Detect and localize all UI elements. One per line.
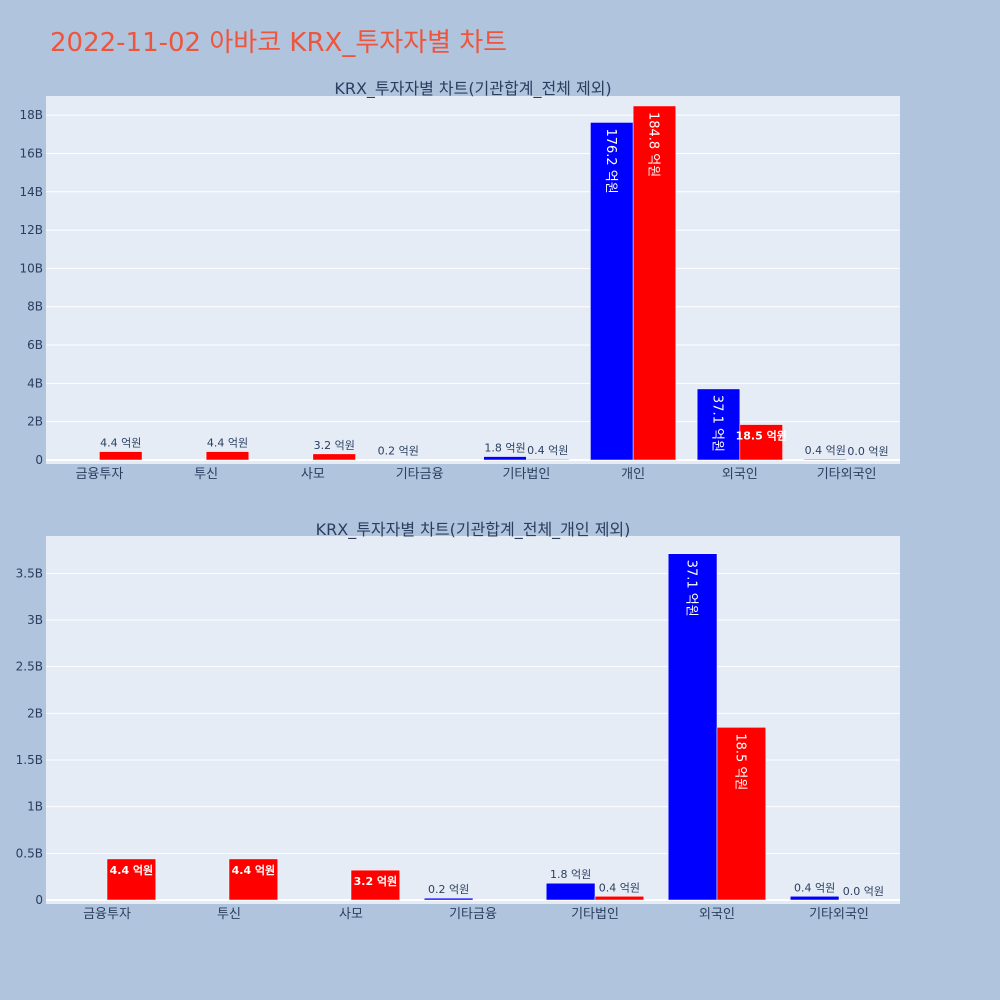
y-tick-label: 6B xyxy=(27,338,43,352)
x-tick-label: 개인 xyxy=(621,467,645,482)
data-label: 3.2 억원 xyxy=(314,439,355,452)
bar xyxy=(350,869,401,901)
bar xyxy=(739,424,783,461)
bar xyxy=(590,122,634,461)
data-label: 4.4 억원 xyxy=(110,863,154,877)
y-tick-label: 4B xyxy=(27,376,43,390)
data-label: 4.4 억원 xyxy=(232,863,276,877)
data-label: 1.8 억원 xyxy=(550,868,591,881)
x-tick-label: 금융투자 xyxy=(75,467,123,482)
y-tick-label: 10B xyxy=(19,261,43,275)
data-label: 0.4 억원 xyxy=(805,444,846,457)
x-tick-label: 기타법인 xyxy=(571,907,619,922)
y-tick-label: 16B xyxy=(19,146,43,160)
x-tick-label: 기타외국인 xyxy=(809,907,869,922)
bar xyxy=(594,896,645,901)
data-label: 18.5 억원 xyxy=(736,429,787,443)
x-tick-label: 외국인 xyxy=(699,907,735,922)
x-tick-label: 기타외국인 xyxy=(817,467,877,482)
data-label: 1.8 억원 xyxy=(484,442,525,455)
bar xyxy=(632,105,677,461)
plot-background xyxy=(46,96,900,464)
data-label: 0.4 억원 xyxy=(527,444,568,457)
data-label: 176.2 억원 xyxy=(603,128,618,193)
data-labels: 4.4 억원 4.4 억원 3.2 억원 0.2 억원 1.8 억원 0.4 억원176.… xyxy=(100,112,888,458)
y-tick-label: 14B xyxy=(19,185,43,199)
x-tick-label: 사모 xyxy=(339,907,363,922)
y-axis-ticks: 0 0.5B 1B 1.5B 2B 2.5B 3B 3.5B xyxy=(16,566,43,907)
y-tick-label: 3B xyxy=(27,613,43,627)
bar xyxy=(205,451,250,461)
y-tick-label: 1.5B xyxy=(16,753,43,767)
data-label: 0.4 억원 xyxy=(599,881,640,894)
bar xyxy=(312,453,356,461)
data-labels: 4.4 억원 4.4 억원 3.2 억원 0.2 억원 1.8 억원 0.4 억원 37.1… xyxy=(110,560,884,898)
data-label: 4.4 억원 xyxy=(207,437,248,450)
x-tick-label: 기타금융 xyxy=(449,907,497,922)
x-tick-label: 금융투자 xyxy=(83,907,131,922)
bars xyxy=(99,105,847,461)
bar xyxy=(789,896,840,901)
x-axis-ticks: 금융투자 투신 사모 기타금융 기타법인 개인 외국인 기타외국인 xyxy=(75,467,876,482)
bar xyxy=(423,897,474,901)
plot-background xyxy=(46,536,900,904)
data-label: 0.2 억원 xyxy=(428,883,469,896)
data-label: 0.0 억원 xyxy=(847,445,888,458)
data-label: 18.5 억원 xyxy=(732,733,747,790)
data-label: 37.1 억원 xyxy=(684,560,699,617)
y-axis-ticks: 0 2B 4B 6B 8B 10B 12B 14B 16B 18B xyxy=(19,108,43,467)
x-axis-ticks: 금융투자 투신 사모 기타금융 기타법인 외국인 기타외국인 xyxy=(83,907,869,922)
y-tick-label: 1B xyxy=(27,800,43,814)
y-tick-label: 0 xyxy=(35,893,43,907)
data-label: 3.2 억원 xyxy=(354,874,398,888)
chart-title: KRX_투자자별 차트(기관합계_전체_개인 제외) xyxy=(316,520,631,540)
x-tick-label: 투신 xyxy=(217,907,241,922)
y-tick-label: 2.5B xyxy=(16,660,43,674)
y-tick-label: 0 xyxy=(35,453,43,467)
chart-title: KRX_투자자별 차트(기관합계_전체 제외) xyxy=(334,79,611,99)
y-tick-label: 12B xyxy=(19,223,43,237)
x-tick-label: 기타법인 xyxy=(502,467,550,482)
bar xyxy=(106,858,157,901)
data-label: 4.4 억원 xyxy=(100,437,141,450)
x-tick-label: 외국인 xyxy=(722,467,758,482)
bar xyxy=(99,451,143,461)
y-tick-label: 0.5B xyxy=(16,846,43,860)
y-tick-label: 2B xyxy=(27,415,43,429)
x-tick-label: 기타금융 xyxy=(396,467,444,482)
page-title: 2022-11-02 아바코 KRX_투자자별 차트 xyxy=(50,28,508,58)
y-tick-label: 18B xyxy=(19,108,43,122)
x-tick-label: 사모 xyxy=(301,467,325,482)
y-tick-label: 3.5B xyxy=(16,566,43,580)
bar xyxy=(716,727,767,901)
bar xyxy=(803,458,847,461)
y-tick-label: 8B xyxy=(27,300,43,314)
bar xyxy=(526,458,570,461)
chart-panel-top: 금융투자 투신 사모 기타금융 기타법인 개인 외국인 기타외국인 0 2B 4B 6B 8B 10B 1… xyxy=(19,79,900,482)
bar xyxy=(483,456,527,461)
bars xyxy=(106,553,840,901)
bar xyxy=(228,858,279,901)
data-label: 0.2 억원 xyxy=(378,445,419,458)
x-tick-label: 투신 xyxy=(194,467,218,482)
data-label: 0.4 억원 xyxy=(794,881,835,894)
bar xyxy=(667,553,718,901)
chart-panel-bottom: 금융투자 투신 사모 기타금융 기타법인 외국인 기타외국인 0 0.5B 1B 1.5B 2B 2.… xyxy=(16,520,900,922)
y-tick-label: 2B xyxy=(27,706,43,720)
data-label: 37.1 억원 xyxy=(710,395,725,452)
gridlines xyxy=(46,114,900,461)
bar xyxy=(696,388,741,461)
data-label: 0.0 억원 xyxy=(843,885,884,898)
data-label: 184.8 억원 xyxy=(645,112,660,177)
bar xyxy=(545,882,596,901)
